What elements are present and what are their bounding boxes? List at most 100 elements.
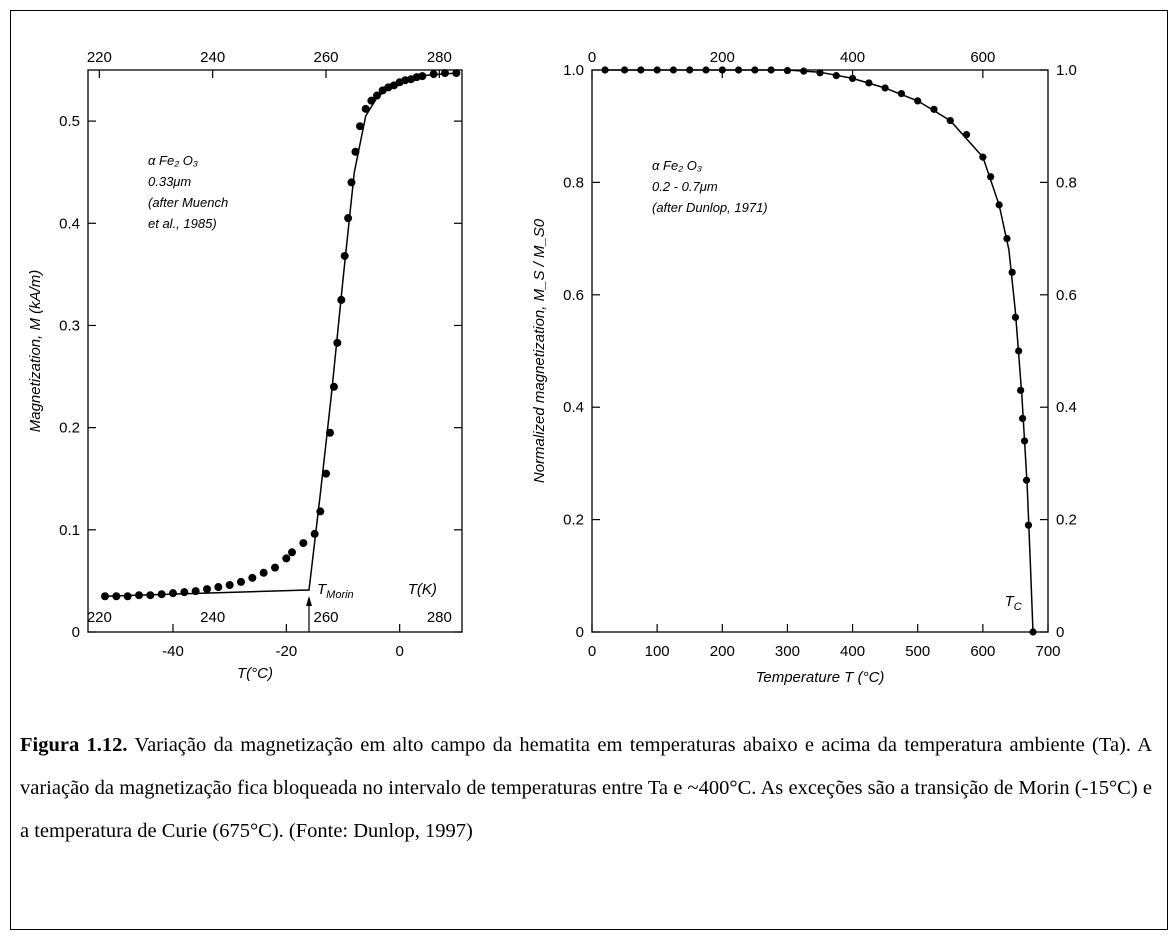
left-inner-tick-label: 240 — [200, 609, 225, 626]
left-data-point — [299, 539, 308, 548]
right-data-point — [783, 66, 792, 75]
right-data-point — [962, 131, 971, 139]
right-data-point — [946, 116, 954, 125]
right-data-point — [816, 69, 824, 77]
right-data-point — [637, 66, 645, 74]
right-data-point — [930, 105, 938, 113]
right-top-tick-label: 200 — [710, 49, 735, 66]
left-data-point — [101, 592, 109, 601]
left-annotation-line: et al., 1985) — [148, 216, 217, 231]
right-data-point — [897, 90, 906, 98]
left-top-tick-label: 240 — [200, 49, 225, 66]
right-y-tick-label: 0 — [576, 624, 584, 641]
right-x-tick-label: 600 — [970, 643, 995, 660]
right-data-point — [914, 97, 922, 105]
right-data-point — [1008, 268, 1016, 276]
right-y-tick-label: 0.8 — [563, 174, 584, 191]
right-data-point — [734, 66, 743, 74]
figure-charts: 0 0.1 0.2 0.3 0.4 0.5 -40 -20 0 220 240 260 280 220 24… — [27, 49, 1077, 686]
right-data-point — [995, 201, 1003, 209]
left-data-point — [225, 580, 234, 589]
left-data-point — [333, 338, 342, 347]
right-data-point — [987, 173, 995, 181]
chart-left-plot-frame — [87, 69, 463, 633]
left-x-tick-label: -20 — [275, 643, 297, 660]
left-annotation-line: (after Muench — [148, 195, 228, 210]
left-annotation-line: α Fe₂ O₃ — [148, 153, 198, 168]
right-data-point — [653, 66, 661, 74]
left-data-point — [248, 573, 257, 582]
left-data-point — [112, 592, 121, 601]
right-secondary-y-tick-label: 0.2 — [1056, 512, 1077, 529]
left-y-tick-label: 0.5 — [59, 113, 80, 130]
morin-marker-subscript: Morin — [326, 589, 354, 601]
right-y-tick-label: 1.0 — [563, 62, 584, 79]
left-data-point — [316, 507, 325, 516]
left-data-point — [123, 592, 132, 601]
right-top-tick-label: 600 — [970, 49, 995, 66]
right-data-point — [881, 84, 889, 92]
right-data-point — [702, 66, 710, 74]
right-data-point — [1022, 476, 1031, 484]
right-data-point — [686, 66, 694, 74]
left-data-point — [452, 69, 461, 78]
right-secondary-y-tick-label: 0.6 — [1056, 287, 1077, 304]
chart-right: 00.20.40.60.81.000.20.40.60.81.00 100 200 3… — [531, 49, 1077, 686]
figure-frame — [10, 10, 1168, 930]
left-data-point — [418, 72, 427, 81]
right-data-point — [832, 72, 840, 80]
right-y-tick-label: 0.4 — [563, 399, 584, 416]
right-data-point — [800, 67, 808, 75]
left-data-point — [441, 69, 449, 78]
left-data-point — [347, 178, 356, 187]
right-data-point — [979, 153, 987, 161]
right-secondary-y-tick-label: 0 — [1056, 624, 1064, 641]
left-y-tick-label: 0.1 — [59, 522, 80, 539]
left-data-point — [329, 382, 338, 391]
right-data-point — [1011, 313, 1020, 321]
left-data-point — [203, 585, 211, 594]
left-x-tick-label: 0 — [395, 643, 403, 660]
left-data-point — [361, 104, 370, 113]
left-data-point — [282, 554, 291, 563]
left-data-point — [325, 428, 334, 437]
right-data-point — [1017, 386, 1025, 394]
right-x-tick-label: 400 — [840, 643, 865, 660]
left-y-tick-label: 0 — [72, 624, 80, 641]
left-x-axis-label: T(°C) — [237, 665, 273, 682]
left-y-tick-label: 0.2 — [59, 420, 80, 437]
right-data-point — [1003, 235, 1011, 243]
right-data-point — [1018, 414, 1027, 423]
left-data-point — [429, 70, 438, 79]
left-data-point — [310, 529, 319, 538]
caption-text: Variação da magnetização em alto campo d… — [20, 734, 1153, 842]
left-inner-tick-label: 260 — [313, 609, 338, 626]
left-data-point — [351, 147, 360, 156]
right-annotation-line: 0.2 - 0.7μm — [652, 179, 718, 194]
right-data-point — [1015, 347, 1023, 355]
right-x-tick-label: 700 — [1035, 643, 1060, 660]
left-data-point — [337, 295, 346, 304]
right-x-tick-label: 500 — [905, 643, 930, 660]
right-annotation-line: α Fe₂ O₃ — [652, 158, 702, 173]
left-top-tick-label: 260 — [313, 49, 338, 66]
right-annotation-line: (after Dunlop, 1971) — [652, 200, 768, 215]
morin-marker-arrow — [306, 596, 312, 606]
right-x-tick-label: 0 — [588, 643, 596, 660]
caption-label: Figura 1.12. — [20, 734, 128, 756]
right-secondary-y-tick-label: 0.8 — [1056, 174, 1077, 191]
right-data-point — [751, 66, 759, 74]
left-data-point — [322, 469, 330, 478]
right-top-tick-label: 400 — [840, 49, 865, 66]
left-x-tick-label: -40 — [162, 643, 184, 660]
right-data-point — [865, 79, 873, 87]
left-fit-curve — [104, 72, 457, 597]
right-x-axis-label: Temperature T (°C) — [756, 669, 885, 686]
right-x-tick-label: 100 — [645, 643, 670, 660]
right-x-tick-label: 200 — [710, 643, 735, 660]
right-data-point — [1020, 437, 1029, 445]
right-data-point — [620, 66, 629, 74]
right-y-tick-label: 0.6 — [563, 287, 584, 304]
left-data-point — [157, 590, 166, 599]
left-y-axis-label: Magnetization, M (kA/m) — [27, 270, 44, 433]
